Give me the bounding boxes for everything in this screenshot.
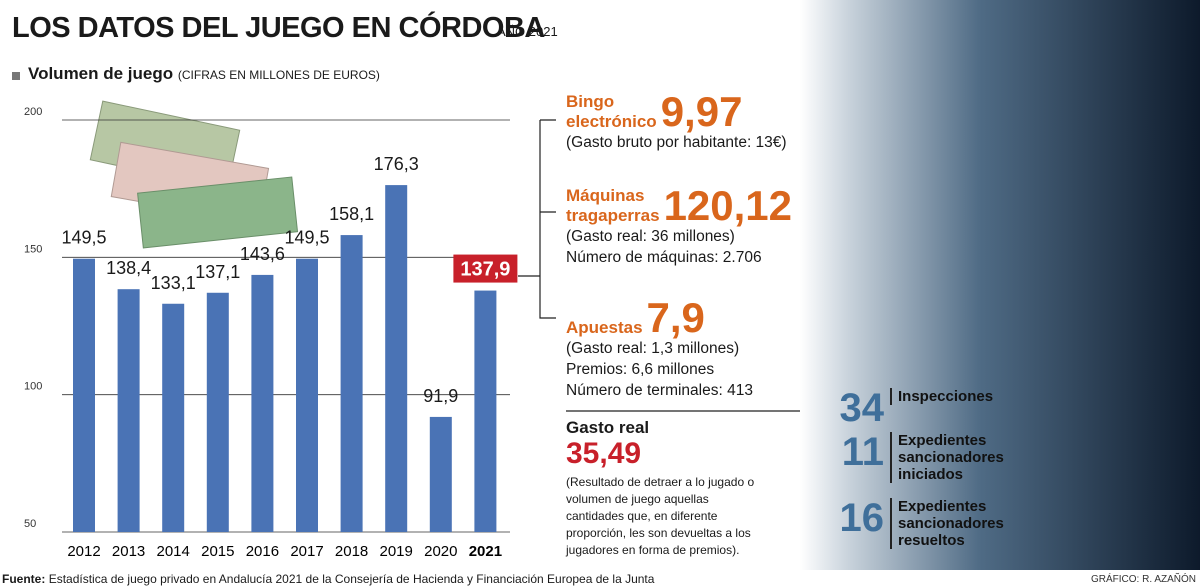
connector [518,119,800,412]
detail: Premios: 6,6 millones [566,361,715,378]
breakdown-item: Apuestas 7,9 (Gasto real: 1,3 millones) Pre… [566,294,806,401]
inspection-label: Inspecciones [890,388,993,405]
breakdown-name: Bingo electrónico [566,92,657,132]
bar [162,303,185,532]
credit: GRÁFICO: R. AZAÑÓN [1090,574,1196,585]
detail: Número de máquinas: 2.706 [566,249,762,266]
inspection: 11 Expedientes sancionadores iniciados [834,432,1034,483]
name-line: tragaperras [566,206,660,225]
label-line: Inspecciones [898,388,994,405]
note-line: volumen de juego aquellas [566,492,709,506]
subtitle: Volumen de juego (CIFRAS EN MILLONES DE … [28,64,380,84]
x-tick-label: 2019 [380,543,413,560]
breakdown-value: 7,9 [646,294,705,341]
name-line: Apuestas [566,318,643,337]
value-label: 149,5 [61,228,106,248]
value-label: 176,3 [374,154,419,174]
x-tick-label: 2020 [424,543,457,560]
x-tick-label: 2017 [290,543,323,560]
unit-note: (CIFRAS EN MILLONES DE EUROS) [177,68,380,82]
detail: (Gasto real: 1,3 millones) [566,340,740,357]
title: LOS DATOS DEL JUEGO EN CÓRDOBA [12,12,545,44]
value-label: 137,9 [460,259,510,281]
note-line: proporción, les son devueltas a los [566,526,751,540]
y-tick-label: 150 [24,243,42,255]
label-line: resueltos [898,532,965,549]
x-tick-label: 2016 [246,543,279,560]
value-label: 138,4 [106,258,151,278]
x-tick-label: 2018 [335,543,368,560]
y-tick-label: 200 [24,106,42,118]
gasto-real-value: 35,49 [566,437,642,470]
inspection-number: 16 [839,496,885,540]
banknotes [89,100,299,249]
x-tick-label: 2014 [157,543,190,560]
subtitle-text: Volumen de juego [28,64,174,83]
breakdown-value: 120,12 [663,182,793,229]
value-label: 133,1 [151,273,196,293]
bar [429,416,452,532]
name-line: Bingo [566,92,615,111]
breakdown-name: Máquinas tragaperras [566,186,660,226]
bar [340,235,363,532]
breakdown-head: Bingo electrónico 9,97 [566,88,806,135]
detail: (Gasto bruto por habitante: 13€) [566,134,787,151]
name-line: Máquinas [566,186,645,205]
photo-background [800,0,1200,570]
label-line: Expedientes [898,498,987,515]
value-label: 137,1 [195,262,240,282]
bar [117,289,140,532]
y-tick-label: 100 [24,381,42,393]
value-label: 158,1 [329,204,374,224]
inspection-label: Expedientes sancionadores iniciados [890,432,1004,483]
breakdown-head: Máquinas tragaperras 120,12 [566,182,806,229]
bar [385,185,408,532]
breakdown-item: Máquinas tragaperras 120,12 (Gasto real: 36… [566,182,806,268]
label-line: sancionadores [898,515,1004,532]
breakdown-head: Apuestas 7,9 [566,294,806,341]
inspection: 16 Expedientes sancionadores resueltos [834,498,1034,549]
inspection: 34 Inspecciones [834,388,1034,428]
breakdown-item: Bingo electrónico 9,97 (Gasto bruto por hab… [566,88,806,153]
y-tick-label: 50 [24,518,36,530]
note-line: (Resultado de detraer a lo jugado o [566,475,755,489]
bar [206,292,229,532]
gasto-real: Gasto real 35,49 (Resultado de detraer a l… [566,418,796,559]
x-tick-label: 2012 [67,543,100,560]
highlight-box [453,254,518,283]
value-label: 143,6 [240,244,285,264]
note-line: cantidades que, en diferente [566,509,718,523]
label-line: sancionadores [898,449,1004,466]
bar [296,258,318,532]
bar [474,290,497,532]
gasto-real-note: (Resultado de detraer a lo jugado o volum… [566,474,796,559]
inspection-number: 11 [841,430,884,474]
source-label: Fuente: [2,572,46,586]
x-tick-label: 2013 [112,543,145,560]
x-tick-label: 2015 [201,543,234,560]
source: Estadística de juego privado en Andalucí… [48,572,655,586]
year: AÑO 2021 [497,24,558,39]
note-line: jugadores en forma de premios). [566,543,740,557]
label-line: iniciados [898,466,964,483]
name-line: electrónico [566,112,657,131]
bar [73,258,95,532]
x-tick-label: 2021 [469,543,502,560]
inspection-label: Expedientes sancionadores resueltos [890,498,1004,549]
breakdown-value: 9,97 [660,88,743,135]
detail: Número de terminales: 413 [566,382,753,399]
breakdown-name: Apuestas [566,318,643,338]
footer: Fuente: Estadística de juego privado en … [2,572,654,586]
gasto-real-name: Gasto real [566,418,650,437]
value-label: 91,9 [423,386,458,406]
value-label: 149,5 [284,228,329,248]
inspection-number: 34 [839,386,885,430]
bar [251,274,274,532]
detail: (Gasto real: 36 millones) [566,228,735,245]
subtitle-marker [12,72,20,80]
label-line: Expedientes [898,432,987,449]
